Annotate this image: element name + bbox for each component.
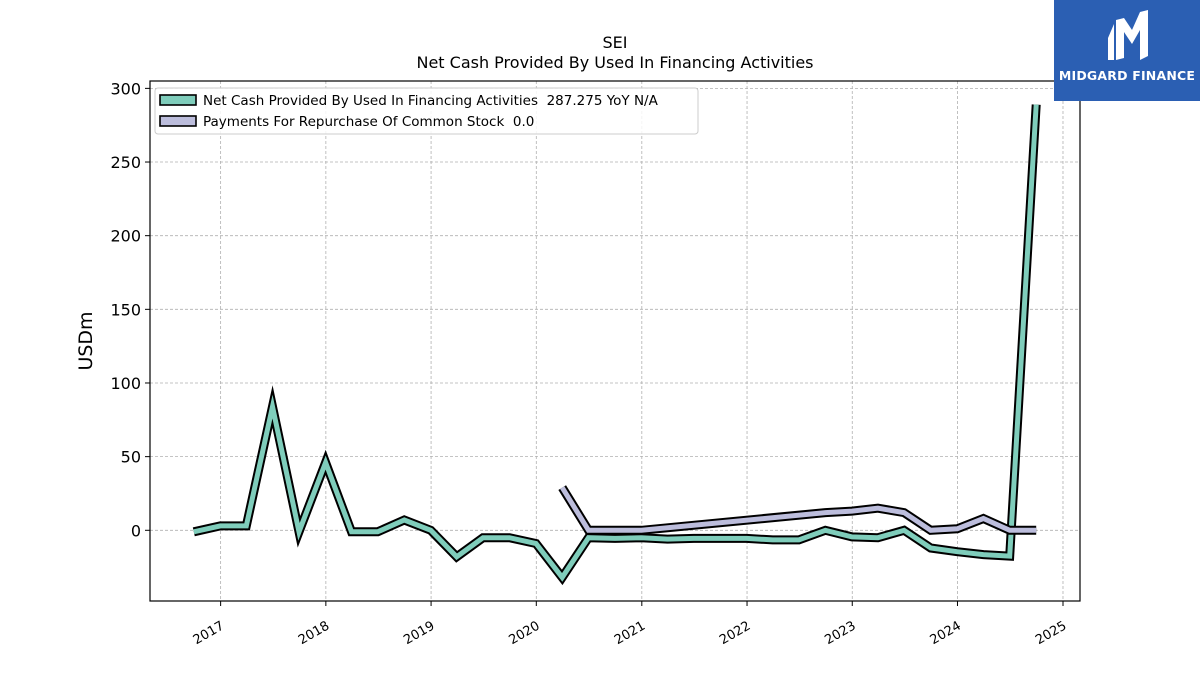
x-tick-label: 2017 bbox=[191, 619, 227, 649]
legend-label-2: Payments For Repurchase Of Common Stock … bbox=[203, 114, 534, 130]
chart-subtitle: Net Cash Provided By Used In Financing A… bbox=[416, 53, 813, 72]
legend-label-1: Net Cash Provided By Used In Financing A… bbox=[203, 93, 659, 109]
logo-text: MIDGARD FINANCE bbox=[1058, 68, 1196, 83]
y-axis-label: USDm bbox=[75, 311, 97, 370]
legend-swatch-1 bbox=[159, 94, 197, 106]
x-tick-label: 2023 bbox=[822, 619, 858, 649]
y-tick-label: 250 bbox=[110, 153, 141, 172]
y-tick-label: 0 bbox=[131, 521, 141, 540]
y-tick-label: 150 bbox=[110, 300, 141, 319]
x-tick-label: 2020 bbox=[506, 619, 542, 649]
chart-title: SEI bbox=[603, 33, 628, 52]
x-tick-label: 2024 bbox=[928, 619, 964, 649]
series-line-1 bbox=[193, 104, 1039, 582]
series-outline-1 bbox=[192, 104, 1041, 586]
x-tick-label: 2022 bbox=[717, 619, 753, 649]
plot-frame bbox=[149, 80, 1081, 602]
legend-box bbox=[154, 87, 699, 135]
series-layer bbox=[192, 104, 1041, 586]
x-tick-label: 2019 bbox=[401, 619, 437, 649]
y-tick-label: 50 bbox=[121, 448, 141, 467]
midgard-m-logo-icon bbox=[1108, 10, 1148, 60]
x-tick-label: 2025 bbox=[1033, 619, 1069, 649]
y-tick-label: 300 bbox=[110, 79, 141, 98]
midgard-finance-logo: MIDGARD FINANCE bbox=[1054, 0, 1200, 101]
grid bbox=[150, 81, 1080, 601]
legend-swatch-2 bbox=[159, 115, 197, 127]
x-tick-label: 2021 bbox=[612, 619, 648, 649]
y-tick-label: 100 bbox=[110, 374, 141, 393]
legend: Net Cash Provided By Used In Financing A… bbox=[154, 87, 699, 135]
series-line-2 bbox=[560, 486, 1037, 533]
x-tick-label: 2018 bbox=[296, 619, 332, 649]
y-tick-label: 200 bbox=[110, 227, 141, 246]
axes: 0 50 100 150 200 250 300 2017 2018 2019 2020 2021 20… bbox=[110, 79, 1069, 648]
